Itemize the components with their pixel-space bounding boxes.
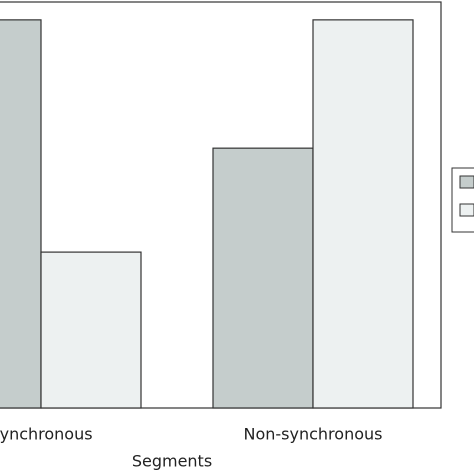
bar xyxy=(212,147,314,409)
x-axis-label: Segments xyxy=(132,452,212,471)
x-tick-label: Non-synchronous xyxy=(244,425,383,444)
legend-swatch xyxy=(459,203,474,217)
bar xyxy=(312,19,414,409)
bar xyxy=(0,19,42,409)
bar xyxy=(40,251,142,409)
x-tick-label: Synchronous xyxy=(0,425,93,444)
legend-swatch xyxy=(459,175,474,189)
